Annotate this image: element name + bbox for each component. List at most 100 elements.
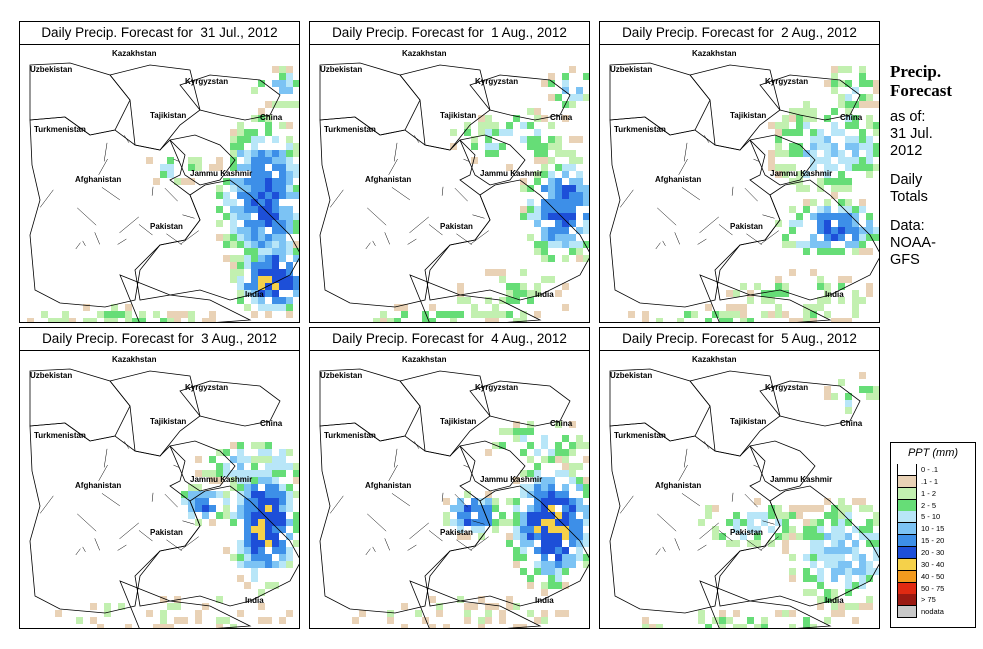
precip-cell [167,603,174,610]
precip-cell [555,449,562,456]
precip-cell [845,505,852,512]
precip-cell [817,283,824,290]
precip-cell [740,533,747,540]
precip-cell [251,185,258,192]
precip-cell [852,136,859,143]
legend-label: 30 - 40 [921,559,945,569]
precip-cell [838,603,845,610]
precip-cell [576,157,583,164]
precip-cell [244,533,251,540]
precip-cell [286,164,293,171]
province-line [718,530,733,542]
map-label-pakistan: Pakistan [150,528,183,537]
legend-title: PPT (mm) [907,447,959,459]
precip-cell [824,178,831,185]
legend-swatch [897,606,917,619]
precip-cell [485,122,492,129]
precip-cell [279,164,286,171]
precip-cell [534,484,541,491]
precip-cell [712,526,719,533]
precip-cell [866,603,873,610]
precip-cell [485,449,492,456]
precip-cell [782,129,789,136]
precip-cell [272,185,279,192]
precip-cell [237,456,244,463]
precip-cell [527,526,534,533]
precip-cell [534,157,541,164]
precip-cell [866,101,873,108]
precip-cell [796,318,803,322]
precip-cell [209,477,216,484]
province-line [409,522,429,540]
precip-cell [258,234,265,241]
precip-cell [824,234,831,241]
map-label-pakistan: Pakistan [730,528,763,537]
border-line [109,64,201,151]
precip-cell [279,276,286,283]
precip-cell [831,610,838,617]
precip-cell [576,547,583,554]
precip-cell [562,505,569,512]
precip-cell [244,505,251,512]
map-label-india: India [825,596,844,605]
precip-cell [293,248,299,255]
precip-cell [831,164,838,171]
province-line [674,538,680,551]
precip-cell [782,150,789,157]
precip-cell [265,171,272,178]
sidebar-info: Precip. Forecast as of: 31 Jul. 2012 Dai… [890,62,982,269]
precip-cell [279,470,286,477]
precip-cell [443,498,450,505]
precip-cell [548,575,555,582]
province-line [388,158,398,175]
precip-cell [230,484,237,491]
precip-cell [838,512,845,519]
precip-cell [506,297,513,304]
precip-cell [569,199,576,206]
border-line [29,422,201,614]
precip-cell [223,463,230,470]
precip-cell [754,624,761,628]
precip-cell [373,318,380,322]
precip-cell [642,311,649,318]
province-line [365,242,371,250]
precip-cell [562,554,569,561]
precip-cell [160,617,167,624]
precip-cell [555,519,562,526]
precip-cell [838,505,845,512]
precip-cell [775,512,782,519]
totals-line2: Totals [890,189,928,205]
forecast-panel: Daily Precip. Forecast for 2 Aug., 2012 U… [599,21,880,323]
precip-cell [782,171,789,178]
precip-cell [478,596,485,603]
precip-cell [873,101,879,108]
precip-cell [534,136,541,143]
precip-cell [286,463,293,470]
precip-cell [293,477,299,484]
border-line [689,64,781,151]
precip-cell [527,185,534,192]
precip-cell [520,512,527,519]
province-line [441,492,444,502]
precip-cell [202,512,209,519]
precip-cell [845,220,852,227]
precip-cell [286,220,293,227]
precip-cell [160,624,167,628]
precip-cell [422,617,429,624]
precip-cell [244,290,251,297]
precip-cell [244,227,251,234]
precip-cell [754,512,761,519]
precip-cell [740,318,747,322]
precip-cell [513,624,520,628]
province-line [407,544,417,551]
precip-cell [258,178,265,185]
precip-cell [562,533,569,540]
precip-cell [576,87,583,94]
precip-cell [237,213,244,220]
province-line [117,238,127,245]
precip-cell [506,519,513,526]
precip-cell [576,171,583,178]
precip-cell [394,318,401,322]
precip-cell [265,115,272,122]
precip-cell [866,122,873,129]
